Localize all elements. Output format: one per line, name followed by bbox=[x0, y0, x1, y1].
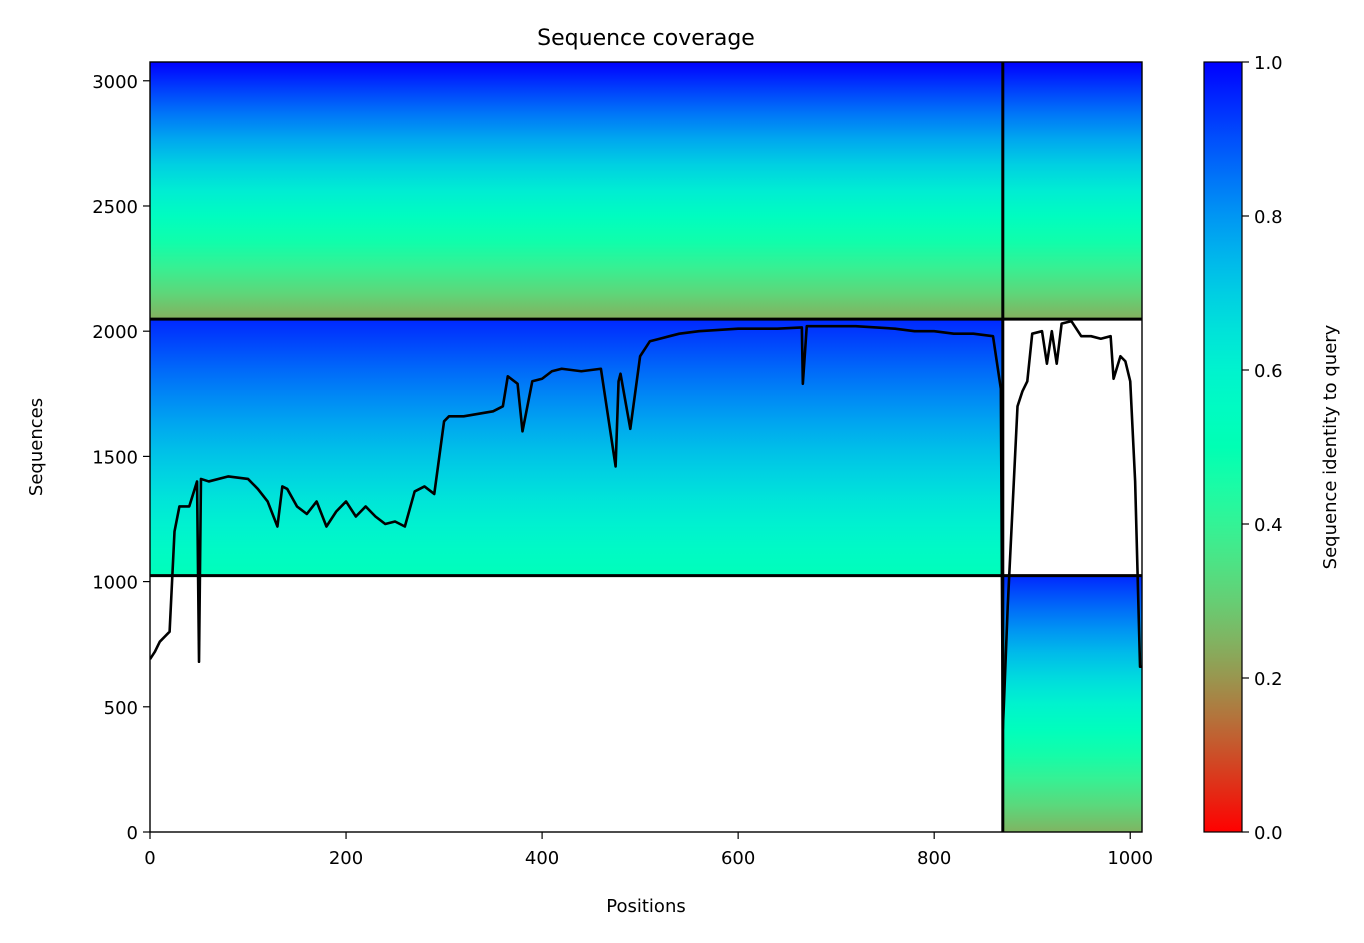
plot-frame bbox=[149, 61, 1143, 833]
y-tick-label: 1000 bbox=[92, 573, 138, 594]
colorbar-tick-label: 0.6 bbox=[1254, 361, 1283, 382]
x-axis-label: Positions bbox=[606, 896, 685, 917]
block-chain_2_unpaired-segment-0 bbox=[1002, 575, 1142, 832]
block-chain_1_unpaired-segment-0 bbox=[150, 319, 1003, 576]
x-axis-ticks: 0 200 400 600 800 1000 bbox=[144, 832, 1153, 869]
y-axis-label: Sequences bbox=[26, 398, 47, 496]
colorbar-tick-label: 0.2 bbox=[1254, 669, 1283, 690]
y-tick-label: 500 bbox=[104, 698, 138, 719]
colorbar-ticks: 0.0 0.2 0.4 0.6 0.8 1.0 bbox=[1242, 53, 1283, 844]
coverage-blocks bbox=[150, 62, 1142, 832]
colorbar-tick-label: 0.0 bbox=[1254, 823, 1283, 844]
x-tick-label: 1000 bbox=[1107, 848, 1153, 869]
x-tick-label: 200 bbox=[329, 848, 363, 869]
x-tick-label: 400 bbox=[525, 848, 559, 869]
x-tick-label: 0 bbox=[144, 848, 155, 869]
y-axis-ticks: 0 500 1000 1500 2000 2500 3000 bbox=[92, 72, 150, 844]
colorbar bbox=[1203, 61, 1243, 833]
colorbar-tick-label: 0.8 bbox=[1254, 207, 1283, 228]
colorbar-tick-label: 1.0 bbox=[1254, 53, 1283, 74]
chart-title: Sequence coverage bbox=[537, 26, 755, 51]
coverage-line bbox=[150, 319, 1142, 731]
y-tick-label: 0 bbox=[127, 823, 138, 844]
block-paired-segment-0 bbox=[150, 62, 1003, 320]
y-tick-label: 2500 bbox=[92, 197, 138, 218]
y-tick-label: 1500 bbox=[92, 447, 138, 468]
x-tick-label: 800 bbox=[917, 848, 951, 869]
x-tick-label: 600 bbox=[721, 848, 755, 869]
block-paired-segment-1 bbox=[1002, 62, 1142, 320]
colorbar-label: Sequence identity to query bbox=[1320, 324, 1341, 569]
colorbar-tick-label: 0.4 bbox=[1254, 515, 1283, 536]
y-tick-label: 2000 bbox=[92, 322, 138, 343]
y-tick-label: 3000 bbox=[92, 72, 138, 93]
